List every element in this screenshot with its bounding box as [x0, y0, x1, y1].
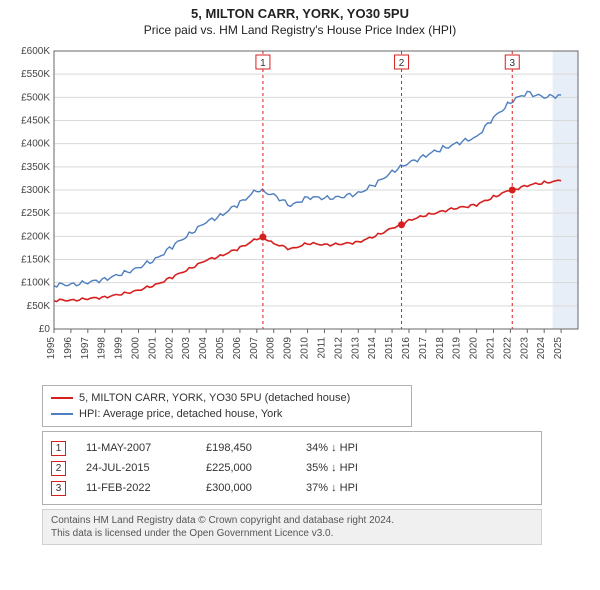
- x-tick-label: 2013: [350, 337, 361, 360]
- x-tick-label: 1995: [46, 337, 57, 360]
- x-tick-label: 2019: [452, 337, 463, 360]
- legend-label: 5, MILTON CARR, YORK, YO30 5PU (detached…: [79, 392, 350, 404]
- legend-swatch: [51, 397, 73, 399]
- line-chart: £0 £50K £100K £150K £200K £250K £300K £350K £400…: [8, 39, 590, 379]
- x-tick-label: 2018: [435, 337, 446, 360]
- x-tick-label: 2002: [164, 337, 175, 360]
- y-tick-label: £200K: [21, 231, 50, 242]
- legend-swatch: [51, 413, 73, 415]
- event-diff: 35% ↓ HPI: [306, 462, 358, 474]
- x-tick-label: 2006: [232, 337, 243, 360]
- footer-line2: This data is licensed under the Open Gov…: [51, 527, 533, 540]
- y-tick-label: £300K: [21, 185, 50, 196]
- legend-label: HPI: Average price, detached house, York: [79, 408, 282, 420]
- x-tick-label: 1998: [97, 337, 108, 360]
- event-row: 3 11-FEB-2022 £300,000 37% ↓ HPI: [51, 478, 533, 498]
- y-tick-label: £400K: [21, 139, 50, 150]
- event-marker-number: 3: [509, 58, 515, 69]
- event-price: £198,450: [206, 442, 286, 454]
- event-row-marker: 2: [51, 461, 66, 476]
- x-tick-label: 2005: [215, 337, 226, 360]
- event-marker-number: 1: [260, 58, 266, 69]
- y-tick-label: £350K: [21, 162, 50, 173]
- event-diff: 37% ↓ HPI: [306, 482, 358, 494]
- event-date: 24-JUL-2015: [86, 462, 186, 474]
- x-tick-label: 2021: [485, 337, 496, 360]
- event-row-marker: 1: [51, 441, 66, 456]
- y-tick-label: £50K: [27, 301, 51, 312]
- x-tick-label: 2015: [384, 337, 395, 360]
- event-marker-number: 2: [399, 58, 405, 69]
- x-tick-label: 2009: [283, 337, 294, 360]
- event-price: £300,000: [206, 482, 286, 494]
- chart-area: £0 £50K £100K £150K £200K £250K £300K £350K £400…: [8, 39, 592, 379]
- y-tick-label: £100K: [21, 278, 50, 289]
- x-tick-label: 2011: [316, 337, 327, 359]
- event-row-marker: 3: [51, 481, 66, 496]
- x-tick-label: 2000: [131, 337, 142, 360]
- x-tick-label: 2016: [401, 337, 412, 360]
- legend-row: HPI: Average price, detached house, York: [51, 406, 403, 422]
- y-tick-label: £150K: [21, 255, 50, 266]
- y-tick-label: £500K: [21, 92, 50, 103]
- y-tick-label: £600K: [21, 46, 50, 57]
- y-tick-label: £0: [39, 324, 51, 335]
- x-tick-label: 2022: [502, 337, 513, 360]
- y-tick-label: £550K: [21, 69, 50, 80]
- event-date: 11-FEB-2022: [86, 482, 186, 494]
- x-tick-label: 2017: [418, 337, 429, 360]
- event-price: £225,000: [206, 462, 286, 474]
- y-tick-label: £250K: [21, 208, 50, 219]
- event-row: 1 11-MAY-2007 £198,450 34% ↓ HPI: [51, 438, 533, 458]
- x-tick-label: 2023: [519, 337, 530, 360]
- x-tick-label: 2025: [553, 337, 564, 360]
- x-tick-label: 1999: [114, 337, 125, 360]
- events-table: 1 11-MAY-2007 £198,450 34% ↓ HPI 2 24-JUL-201…: [42, 431, 542, 505]
- title-subtitle: Price paid vs. HM Land Registry's House …: [8, 23, 592, 37]
- x-tick-label: 2020: [469, 337, 480, 360]
- chart-titles: 5, MILTON CARR, YORK, YO30 5PU Price pai…: [8, 6, 592, 37]
- event-dot: [509, 187, 516, 194]
- legend: 5, MILTON CARR, YORK, YO30 5PU (detached…: [42, 385, 412, 427]
- x-tick-label: 1997: [80, 337, 91, 360]
- x-tick-label: 2010: [300, 337, 311, 360]
- event-date: 11-MAY-2007: [86, 442, 186, 454]
- event-dot: [259, 234, 266, 241]
- attribution-footer: Contains HM Land Registry data © Crown c…: [42, 509, 542, 545]
- x-tick-label: 2014: [367, 337, 378, 360]
- x-tick-label: 2012: [333, 337, 344, 360]
- x-tick-label: 2008: [266, 337, 277, 360]
- x-tick-label: 2024: [536, 337, 547, 360]
- y-tick-label: £450K: [21, 116, 50, 127]
- event-row: 2 24-JUL-2015 £225,000 35% ↓ HPI: [51, 458, 533, 478]
- event-dot: [398, 221, 405, 228]
- x-tick-label: 2004: [198, 337, 209, 360]
- title-address: 5, MILTON CARR, YORK, YO30 5PU: [8, 6, 592, 21]
- event-diff: 34% ↓ HPI: [306, 442, 358, 454]
- page-container: 5, MILTON CARR, YORK, YO30 5PU Price pai…: [0, 0, 600, 549]
- footer-line1: Contains HM Land Registry data © Crown c…: [51, 514, 533, 527]
- x-tick-label: 2007: [249, 337, 260, 360]
- x-tick-label: 2003: [181, 337, 192, 360]
- x-tick-label: 1996: [63, 337, 74, 360]
- legend-row: 5, MILTON CARR, YORK, YO30 5PU (detached…: [51, 390, 403, 406]
- x-tick-label: 2001: [147, 337, 158, 360]
